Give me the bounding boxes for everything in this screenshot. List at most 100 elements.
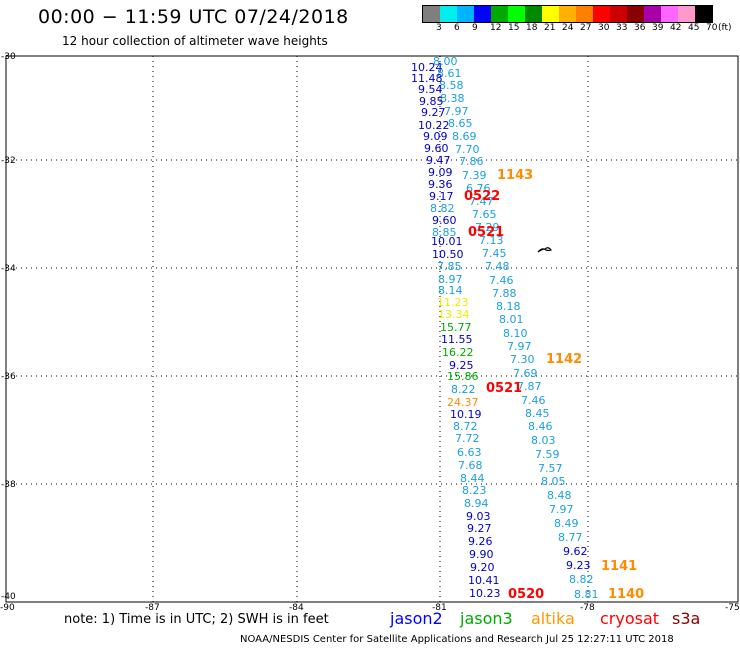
credit-line: NOAA/NESDIS Center for Satellite Applica… [240,634,674,645]
wave-height-value: 8.65 [448,117,473,130]
satellite-jason2: jason2 [390,609,443,628]
latitude-label: -30 [1,52,16,62]
wave-height-value: 10.50 [432,248,464,261]
legend-unit: (ft) [718,23,732,33]
wave-height-value: 11.55 [441,333,473,346]
legend-threshold: 12 [490,23,502,33]
wave-height-value: 8.14 [438,284,463,297]
legend-swatch [440,6,457,22]
legend-swatch [661,6,678,22]
wave-height-value: 8.77 [558,531,583,544]
wave-height-value: 6.76 [466,182,491,195]
legend-swatch [474,6,491,22]
wave-height-value: 16.22 [442,346,474,359]
wave-height-value: 7.57 [538,462,563,475]
legend-swatch [542,6,559,22]
wave-height-value: 9.26 [468,535,493,548]
latitude-label: -38 [1,480,16,490]
legend-swatch [576,6,593,22]
page-title: 00:00 − 11:59 UTC 07/24/2018 [38,6,349,28]
satellite-jason3: jason3 [460,609,513,628]
wave-height-value: 7.47 [469,195,494,208]
latitude-label: -34 [1,264,16,274]
wave-height-value: 7.70 [455,143,480,156]
wave-height-value: 9.23 [566,559,591,572]
legend-threshold: 70 [706,23,718,33]
legend-swatch [644,6,661,22]
wave-height-value: 9.54 [418,83,443,96]
wave-height-value: 8.82 [430,202,455,215]
wave-height-value: 9.17 [429,190,454,203]
coastline-island [537,247,552,253]
legend-threshold: 15 [508,23,520,33]
latitude-label: -40 [1,592,16,602]
wave-height-value: 8.44 [460,472,485,485]
wave-height-value: 8.05 [541,475,566,488]
legend-swatch [491,6,508,22]
legend-threshold: 39 [652,23,664,33]
wave-height-value: 7.97 [444,105,469,118]
wave-height-value: 7.97 [549,503,574,516]
legend-swatch [423,6,440,22]
wave-height-value: 10.23 [469,587,501,600]
legend-threshold: 6 [454,23,460,33]
legend-threshold: 3 [436,23,442,33]
wave-height-value: 9.09 [428,166,453,179]
wave-height-value: 9.03 [466,510,491,523]
wave-height-value: 9.62 [563,545,588,558]
pass-time: 0520 [508,587,545,602]
longitude-label: -90 [0,603,15,613]
wave-height-value: 7.87 [517,380,542,393]
legend-threshold: 27 [580,23,592,33]
legend-swatch [593,6,610,22]
wave-height-value: 8.61 [437,67,462,80]
wave-height-value: 8.85 [432,226,457,239]
wave-height-value: 9.60 [424,142,449,155]
longitude-label: -84 [289,603,304,613]
wave-height-value: 8.18 [496,300,521,313]
footnote: note: 1) Time is in UTC; 2) SWH is in fe… [64,612,329,627]
pass-time: 1142 [546,352,583,367]
wave-height-value: 11.48 [411,72,443,85]
color-scale-legend [422,5,713,23]
wave-height-value: 8.72 [453,420,478,433]
page-subtitle: 12 hour collection of altimeter wave hei… [62,34,328,48]
legend-threshold: 21 [544,23,556,33]
latitude-label: -32 [1,156,16,166]
map-border [5,55,739,603]
wave-height-value: 10.22 [418,119,450,132]
pass-time: 1141 [601,559,638,574]
wave-height-value: 9.47 [426,154,451,167]
wave-height-value: 15.86 [447,370,479,383]
wave-height-value: 7.39 [462,169,487,182]
pass-time: 0521 [468,225,505,240]
wave-height-value: 9.90 [469,548,494,561]
wave-height-value: 7.85 [437,260,462,273]
legend-swatch [610,6,627,22]
satellite-altika: altika [531,609,575,628]
legend-swatch [508,6,525,22]
wave-height-value: 8.94 [464,497,489,510]
wave-height-value: 6.63 [457,446,482,459]
legend-threshold: 42 [670,23,682,33]
longitude-label: -81 [432,603,447,613]
pass-time: 1140 [608,587,645,602]
legend-swatch [695,6,712,22]
legend-swatch [627,6,644,22]
wave-height-value: 9.27 [467,522,492,535]
wave-height-value: 7.46 [489,274,514,287]
legend-swatch [678,6,695,22]
wave-height-value: 7.48 [485,260,510,273]
wave-height-value: 24.37 [447,396,479,409]
wave-height-value: 7.45 [482,247,507,260]
wave-height-value: 8.10 [503,327,528,340]
wave-height-value: 8.38 [440,92,465,105]
wave-height-value: 8.97 [438,273,463,286]
longitude-label: -75 [725,603,740,613]
wave-height-value: 7.68 [458,459,483,472]
wave-height-value: 7.65 [472,208,497,221]
legend-swatch [559,6,576,22]
wave-height-value: 7.97 [507,340,532,353]
pass-time: 0522 [464,189,501,204]
wave-height-value: 8.46 [528,420,553,433]
